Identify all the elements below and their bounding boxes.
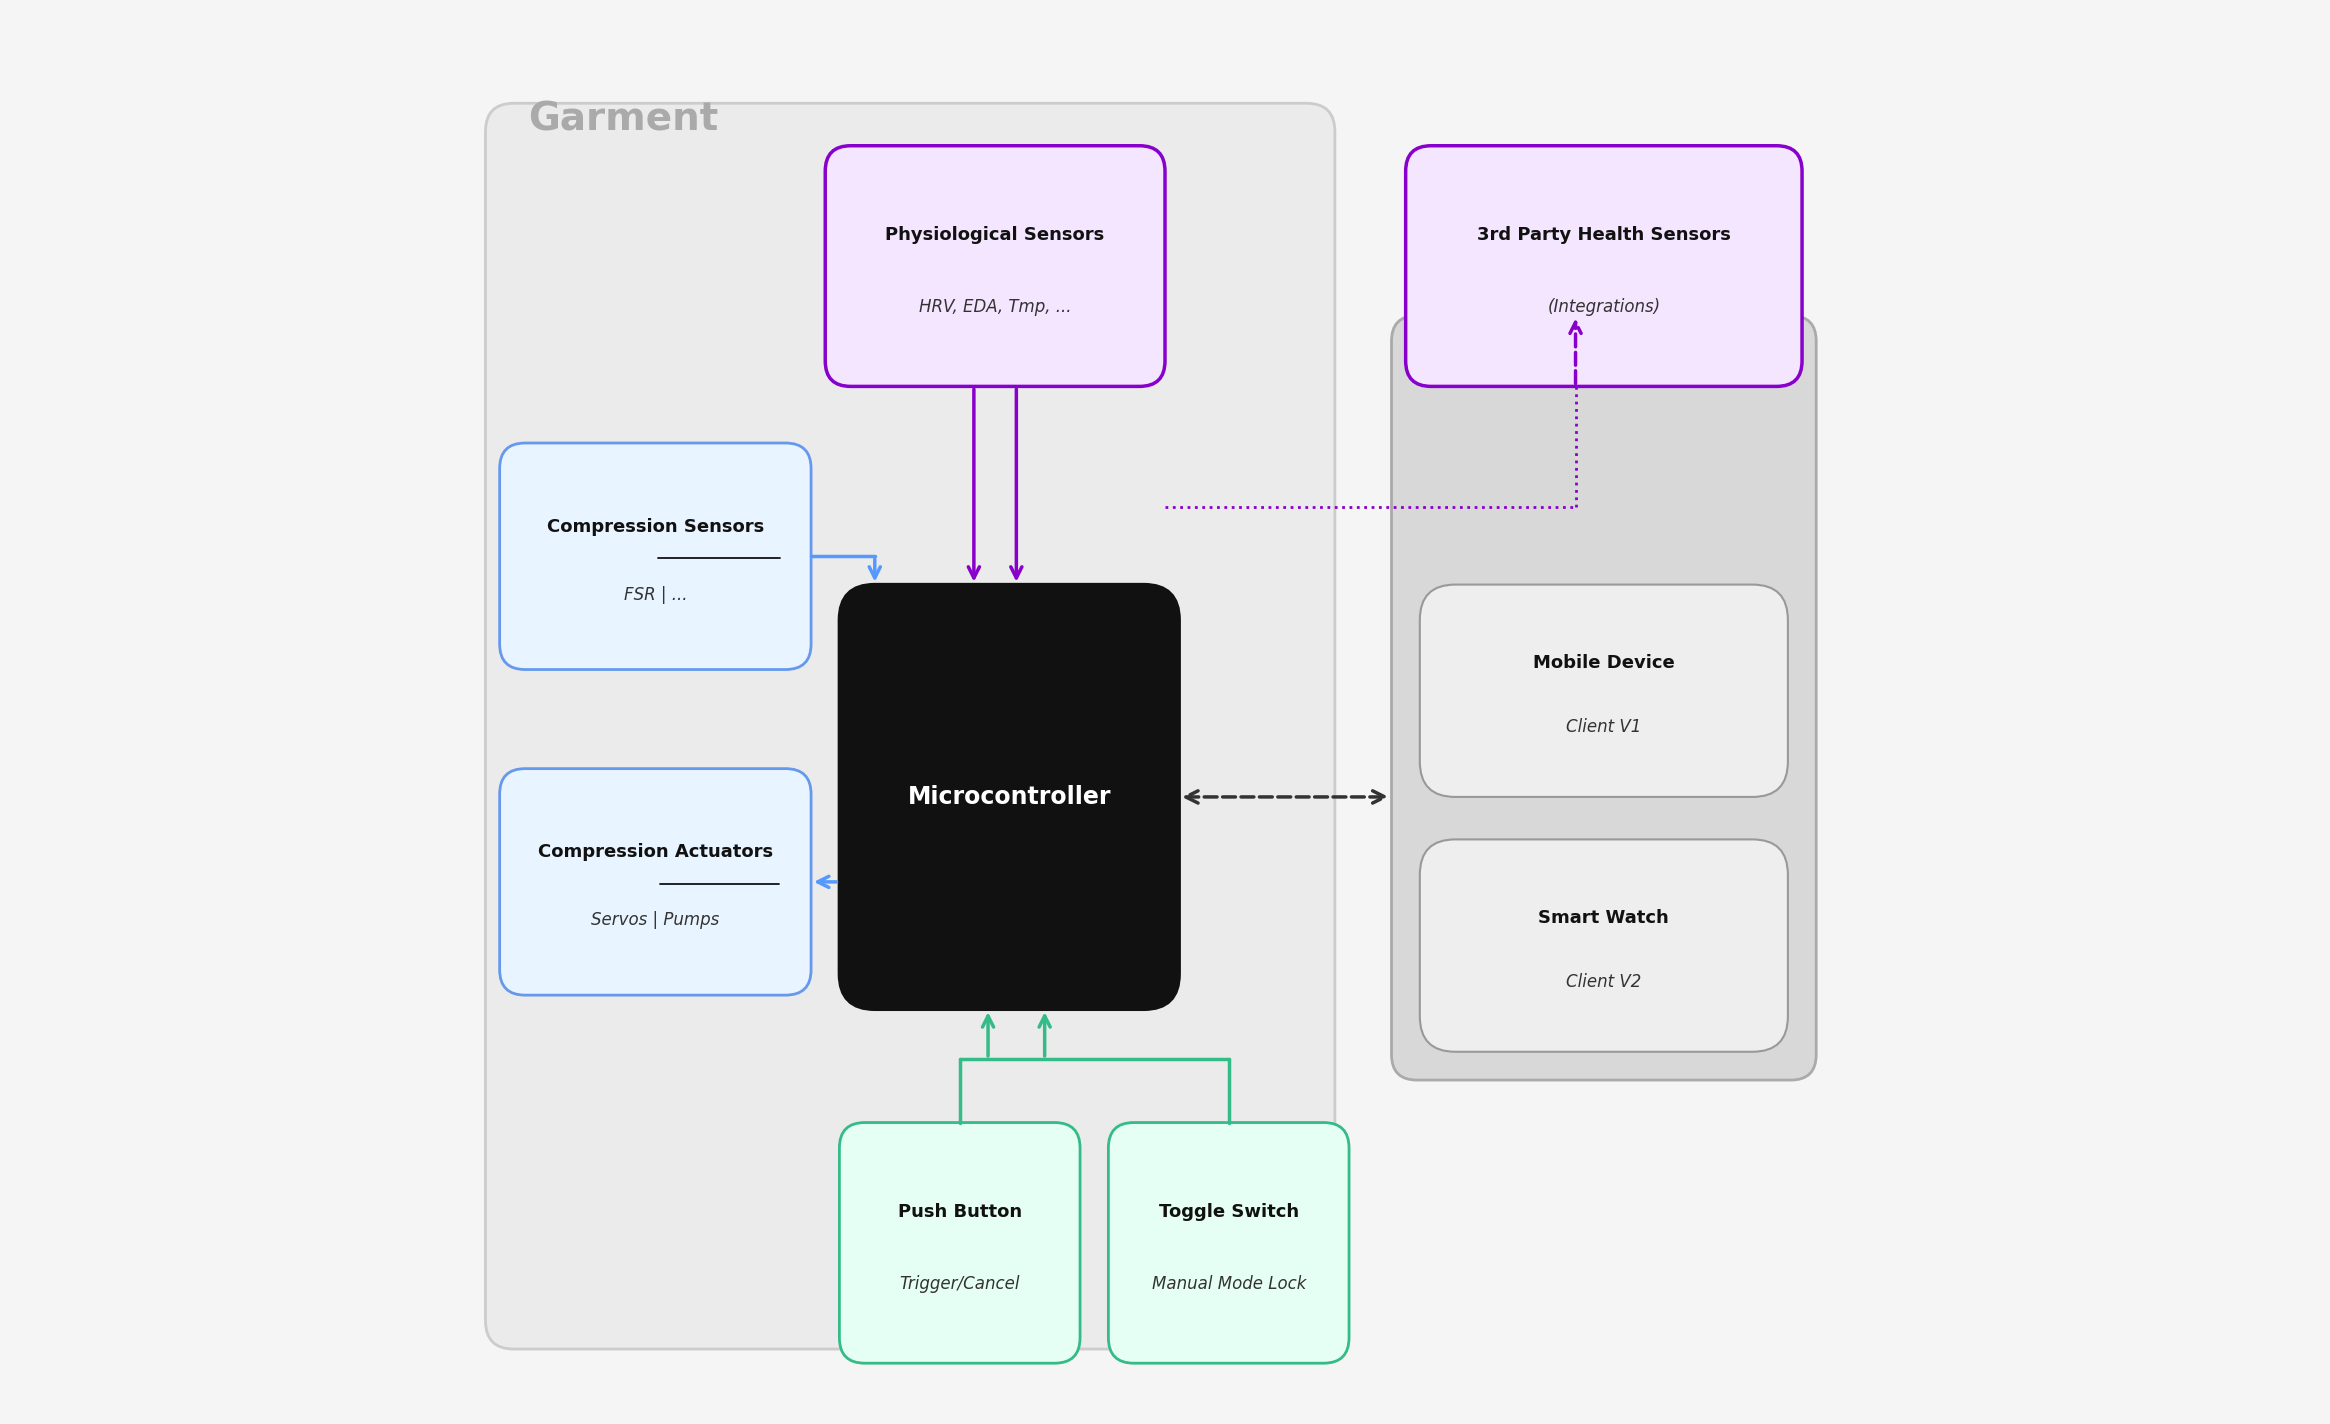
Text: Toggle Switch: Toggle Switch (1158, 1203, 1298, 1220)
FancyBboxPatch shape (499, 443, 811, 669)
Text: FSR | ...: FSR | ... (624, 585, 687, 604)
FancyBboxPatch shape (485, 104, 1335, 1349)
Text: 3rd Party Health Sensors: 3rd Party Health Sensors (1477, 226, 1731, 244)
Text: Push Button: Push Button (897, 1203, 1023, 1220)
FancyBboxPatch shape (1419, 839, 1787, 1052)
FancyBboxPatch shape (825, 145, 1165, 386)
Text: Servos | Pumps: Servos | Pumps (592, 911, 720, 930)
Text: Mobile Device: Mobile Device (1533, 654, 1675, 672)
Text: Trigger/Cancel: Trigger/Cancel (899, 1274, 1021, 1293)
FancyBboxPatch shape (839, 1122, 1081, 1363)
FancyBboxPatch shape (1391, 316, 1815, 1079)
Text: HRV, EDA, Tmp, ...: HRV, EDA, Tmp, ... (918, 298, 1072, 316)
Text: (Integrations): (Integrations) (1547, 298, 1661, 316)
FancyBboxPatch shape (1109, 1122, 1349, 1363)
FancyBboxPatch shape (1419, 585, 1787, 797)
Text: Client V2: Client V2 (1566, 973, 1643, 991)
Text: Garment: Garment (529, 101, 718, 138)
Text: Microcontroller: Microcontroller (906, 785, 1111, 809)
FancyBboxPatch shape (1405, 145, 1801, 386)
FancyBboxPatch shape (839, 585, 1179, 1010)
Text: Client V1: Client V1 (1566, 718, 1643, 736)
Text: Manual Mode Lock: Manual Mode Lock (1151, 1274, 1305, 1293)
Text: Physiological Sensors: Physiological Sensors (885, 226, 1104, 244)
Text: Compression Actuators: Compression Actuators (538, 843, 774, 862)
Text: Compression Sensors: Compression Sensors (548, 518, 764, 535)
FancyBboxPatch shape (499, 769, 811, 995)
Text: Smart Watch: Smart Watch (1538, 909, 1668, 927)
